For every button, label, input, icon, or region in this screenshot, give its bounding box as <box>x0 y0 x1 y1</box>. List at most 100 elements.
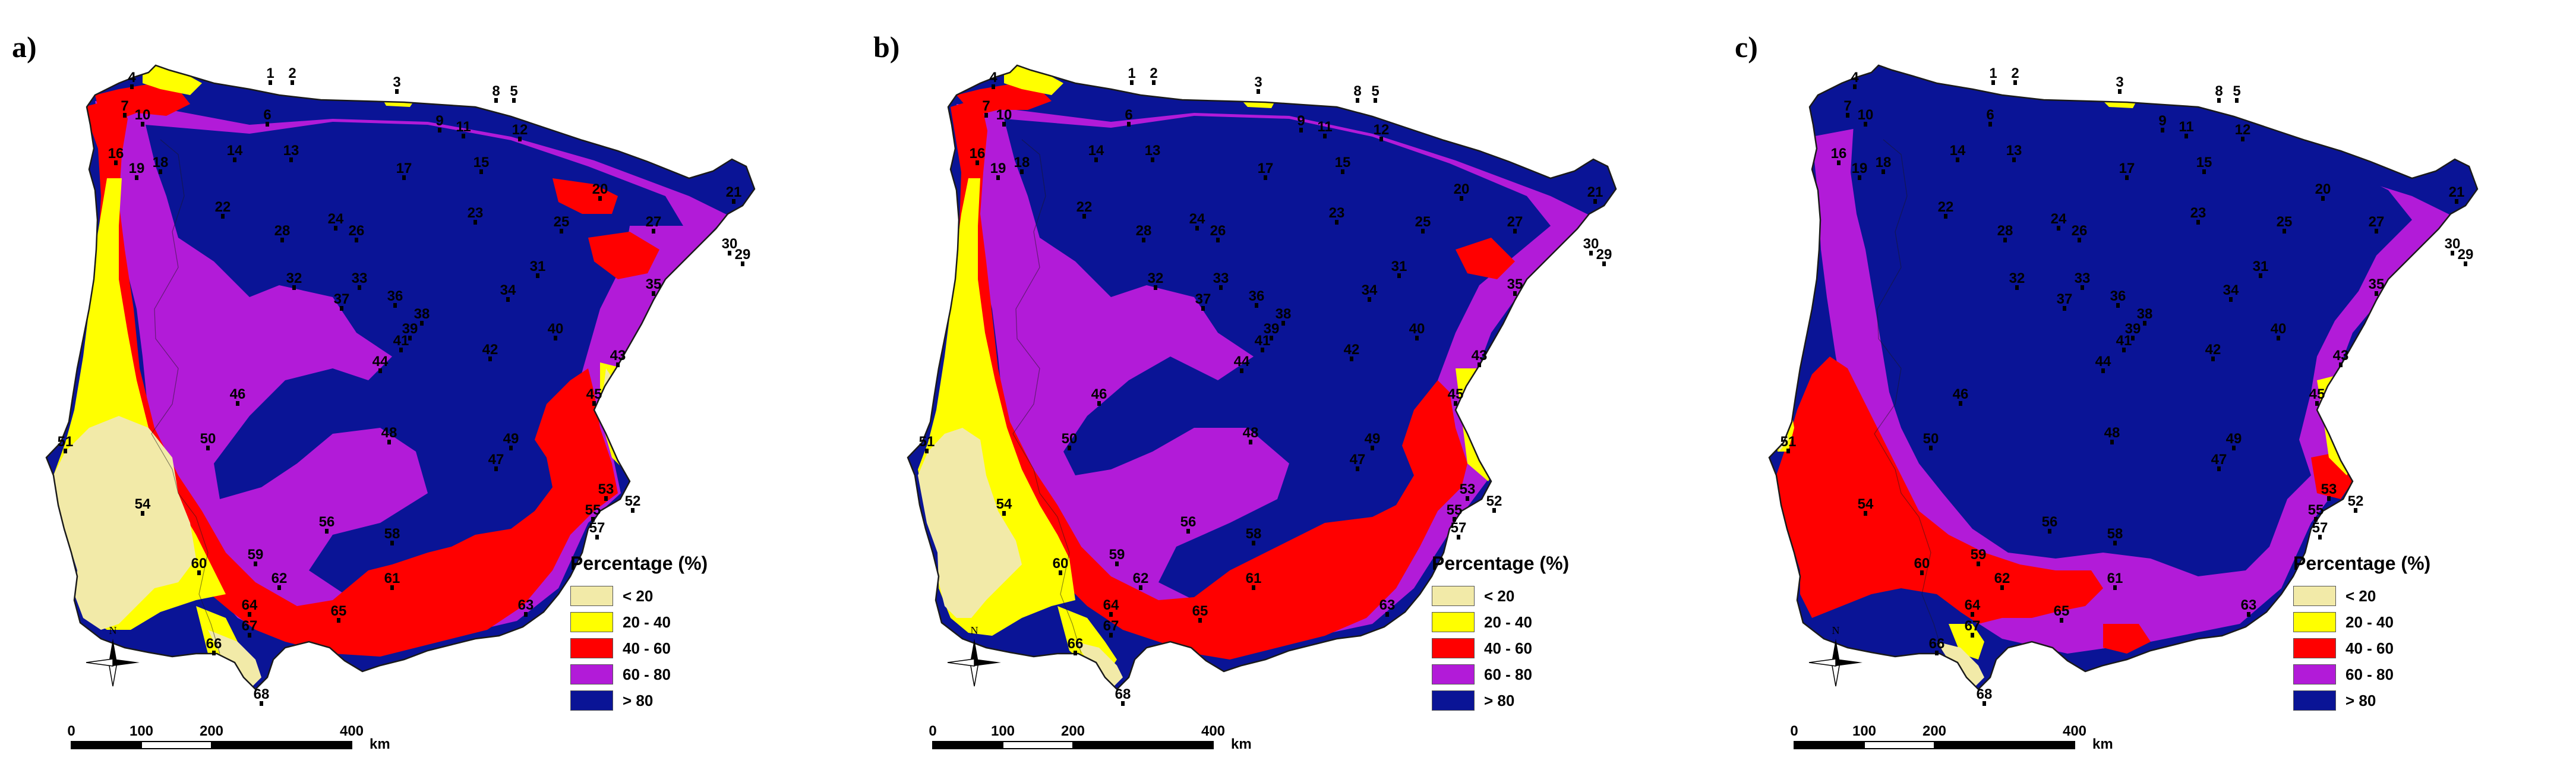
station-label: 10 <box>996 107 1012 123</box>
station-marker <box>1350 357 1353 361</box>
station-marker <box>355 238 358 242</box>
station-marker <box>1186 529 1190 534</box>
scale-tick-label: 200 <box>200 723 223 739</box>
station-label: 39 <box>2125 321 2141 337</box>
legend-item: 20 - 40 <box>1432 609 1569 635</box>
country-border <box>151 139 220 654</box>
percentage-zone <box>2103 624 2151 654</box>
station-label: 57 <box>589 520 605 536</box>
station-marker <box>2000 585 2004 590</box>
percentage-zone <box>1456 238 1515 279</box>
station-marker <box>1255 303 1258 308</box>
station-marker <box>1335 220 1338 225</box>
panel-label: a) <box>12 30 37 64</box>
station-label: 31 <box>1391 258 1407 275</box>
station-label: 52 <box>2348 493 2364 509</box>
legend-title: Percentage (%) <box>1432 553 1570 574</box>
station-marker <box>554 336 557 340</box>
station-marker <box>1385 612 1389 617</box>
station-marker <box>212 651 216 655</box>
station-marker <box>2057 226 2060 231</box>
station-marker <box>1257 89 1260 94</box>
north-arrow-icon: N <box>947 624 1001 687</box>
station-label: 30 <box>2445 236 2461 252</box>
station-marker <box>1299 128 1303 133</box>
station-marker <box>337 618 340 623</box>
station-marker <box>1460 196 1463 201</box>
station-marker <box>1589 251 1593 255</box>
station-marker <box>390 585 394 590</box>
legend-item: > 80 <box>570 687 708 714</box>
legend-swatch <box>1432 586 1475 606</box>
station-marker <box>1201 306 1205 311</box>
station-marker <box>2315 401 2319 406</box>
station-label: 25 <box>554 214 570 230</box>
legend-label: 60 - 80 <box>623 665 671 683</box>
legend-swatch <box>2293 612 2336 632</box>
station-marker <box>1593 199 1597 204</box>
station-marker <box>1478 362 1481 367</box>
station-label: 55 <box>1447 502 1463 518</box>
station-label: 60 <box>191 556 207 572</box>
station-label: 68 <box>1977 686 1993 702</box>
station-label: 42 <box>1344 342 1360 358</box>
station-marker <box>141 122 144 127</box>
station-marker <box>130 84 134 89</box>
station-marker <box>1109 633 1113 638</box>
station-marker <box>2063 306 2066 311</box>
station-marker <box>1264 175 1267 180</box>
station-label: 65 <box>1192 603 1208 619</box>
station-marker <box>1356 98 1359 103</box>
station-label: 24 <box>1189 211 1205 227</box>
station-label: 37 <box>2057 291 2073 307</box>
percentage-zone <box>918 428 1022 618</box>
station-label: 55 <box>2308 502 2324 518</box>
station-marker <box>1991 80 1995 85</box>
station-label: 14 <box>1088 143 1104 159</box>
station-marker <box>1323 134 1327 138</box>
station-label: 46 <box>230 386 246 402</box>
station-label: 37 <box>334 291 350 307</box>
station-marker <box>1853 84 1857 89</box>
station-label: 32 <box>286 270 302 286</box>
map-panel-b: b) 1 2 3 4 5 6 7 8 9 10 11 12 13 14 15 16 17 18 19 20 21 22 23… <box>861 0 1705 776</box>
legend-item: > 80 <box>2293 687 2430 714</box>
station-label: 52 <box>1486 493 1502 509</box>
station-label: 54 <box>996 496 1012 512</box>
station-label: 7 <box>121 98 128 114</box>
legend-label: 40 - 60 <box>1484 639 1532 657</box>
station-label: 20 <box>1454 181 1470 197</box>
station-marker <box>1982 701 1986 706</box>
station-marker <box>652 229 655 234</box>
station-marker <box>992 84 995 89</box>
station-label: 8 <box>1353 83 1361 99</box>
percentage-zone <box>603 368 624 440</box>
station-label: 18 <box>153 154 169 171</box>
station-marker <box>2321 196 2325 201</box>
station-label: 31 <box>530 258 546 275</box>
station-marker <box>2125 175 2129 180</box>
station-label: 12 <box>2235 122 2251 138</box>
map-panel-c: c) 1 2 3 4 5 6 7 8 9 10 11 12 13 14 15 16 17 18 19 20 21 22 23… <box>1723 0 2566 776</box>
station-marker <box>387 440 391 444</box>
station-label: 39 <box>402 321 418 337</box>
station-marker <box>1864 511 1867 516</box>
station-label: 3 <box>1254 74 1262 90</box>
station-marker <box>591 517 595 522</box>
station-marker <box>598 196 602 201</box>
station-label: 58 <box>2107 526 2123 542</box>
station-marker <box>248 633 251 638</box>
station-label: 41 <box>393 333 409 349</box>
station-marker <box>1837 160 1841 165</box>
percentage-zone <box>1937 642 1984 689</box>
station-marker <box>2143 321 2146 326</box>
station-label: 11 <box>2179 119 2193 135</box>
station-marker <box>1421 229 1425 234</box>
station-marker <box>1142 238 1145 242</box>
station-label: 33 <box>352 270 368 286</box>
station-marker <box>1920 570 1924 575</box>
station-marker <box>1068 446 1071 450</box>
station-marker <box>2283 229 2286 234</box>
coastline <box>1768 64 2479 690</box>
